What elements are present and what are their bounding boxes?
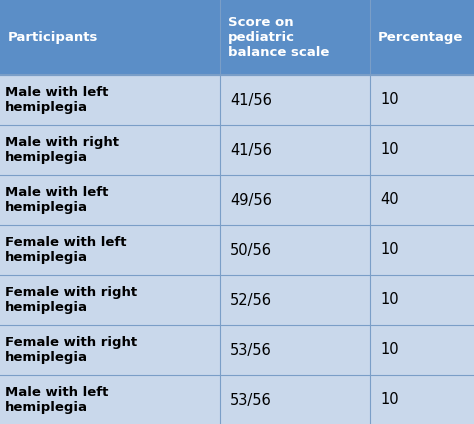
Bar — [0, 275, 474, 325]
Text: 49/56: 49/56 — [230, 192, 272, 207]
Text: 53/56: 53/56 — [230, 393, 272, 407]
Text: Male with left
hemiplegia: Male with left hemiplegia — [5, 386, 109, 414]
Text: 10: 10 — [380, 343, 399, 357]
Text: 10: 10 — [380, 243, 399, 257]
Text: Male with left
hemiplegia: Male with left hemiplegia — [5, 86, 109, 114]
Text: Score on
pediatric
balance scale: Score on pediatric balance scale — [228, 16, 329, 59]
Bar — [0, 0, 474, 75]
Bar — [0, 225, 474, 275]
Text: Male with right
hemiplegia: Male with right hemiplegia — [5, 136, 119, 164]
Text: 10: 10 — [380, 393, 399, 407]
Text: Female with right
hemiplegia: Female with right hemiplegia — [5, 336, 137, 364]
Text: 52/56: 52/56 — [230, 293, 272, 307]
Bar — [0, 75, 474, 125]
Text: 10: 10 — [380, 293, 399, 307]
Bar — [0, 375, 474, 424]
Text: Participants: Participants — [8, 31, 99, 44]
Text: Percentage: Percentage — [378, 31, 464, 44]
Text: 10: 10 — [380, 142, 399, 157]
Text: 41/56: 41/56 — [230, 92, 272, 108]
Text: 50/56: 50/56 — [230, 243, 272, 257]
Bar — [0, 325, 474, 375]
Bar — [0, 175, 474, 225]
Text: Male with left
hemiplegia: Male with left hemiplegia — [5, 186, 109, 214]
Text: 40: 40 — [380, 192, 399, 207]
Text: Female with left
hemiplegia: Female with left hemiplegia — [5, 236, 127, 264]
Text: 10: 10 — [380, 92, 399, 108]
Text: Female with right
hemiplegia: Female with right hemiplegia — [5, 286, 137, 314]
Text: 53/56: 53/56 — [230, 343, 272, 357]
Text: 41/56: 41/56 — [230, 142, 272, 157]
Bar — [0, 125, 474, 175]
